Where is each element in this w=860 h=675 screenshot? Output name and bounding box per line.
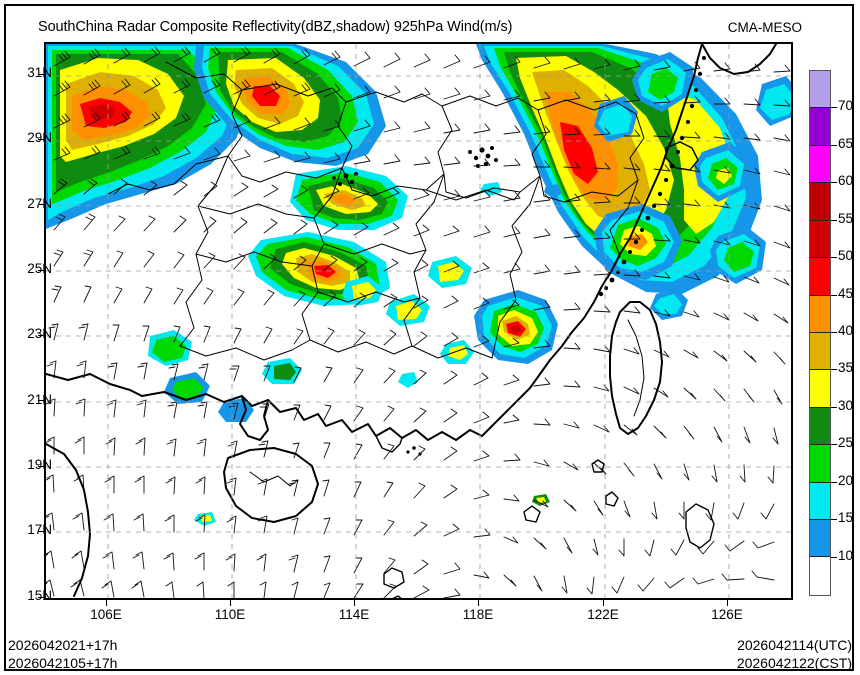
colorbar-segment [810, 370, 830, 408]
map-canvas [46, 44, 791, 598]
x-tick [727, 600, 728, 606]
colorbar-tick [831, 369, 837, 371]
colorbar-segment [810, 520, 830, 558]
colorbar-segment [810, 407, 830, 446]
colorbar-tick-label: 25 [838, 435, 854, 451]
x-tick [603, 600, 604, 606]
colorbar-tick [831, 519, 837, 521]
footer-init-utc: 2026042021+17h [8, 637, 118, 653]
y-tick-label: 29N [27, 130, 52, 145]
map-plot-area[interactable] [44, 42, 793, 600]
coastline-layer [46, 44, 777, 598]
x-tick [354, 600, 355, 606]
colorbar-tick-label: 40 [838, 323, 854, 338]
colorbar-segment [810, 258, 830, 296]
model-tag: CMA-MESO [727, 20, 802, 35]
colorbar-tick [831, 182, 837, 184]
colorbar-tick-label: 30 [838, 397, 854, 413]
colorbar-segment [810, 145, 830, 184]
y-tick [38, 74, 44, 75]
outer-border [4, 4, 854, 671]
x-tick-label: 122E [587, 607, 619, 622]
y-tick-label: 17N [27, 522, 52, 537]
colorbar-tick [831, 107, 837, 109]
grid-layer [46, 44, 791, 598]
y-tick-label: 21N [27, 392, 52, 407]
colorbar-tick-label: 35 [838, 360, 854, 376]
y-tick-label: 19N [27, 457, 52, 472]
x-tick-label: 106E [90, 607, 122, 622]
footer-valid-cst: 2026042122(CST) [736, 655, 852, 671]
y-tick [38, 335, 44, 336]
y-tick-label: 15N [27, 588, 52, 603]
colorbar-tick-label: 50 [838, 248, 854, 264]
y-tick-label: 25N [27, 261, 52, 276]
colorbar-tick [831, 219, 837, 221]
reflectivity-colorbar[interactable] [809, 70, 831, 596]
y-tick [38, 597, 44, 598]
colorbar-segment [810, 108, 830, 146]
colorbar-tick [831, 406, 837, 408]
wind-barb-layer [46, 46, 791, 598]
colorbar-tick-label: 20 [838, 472, 854, 488]
colorbar-tick [831, 556, 837, 558]
page-title: SouthChina Radar Composite Reflectivity(… [38, 19, 513, 35]
colorbar-segment [810, 332, 830, 371]
colorbar-segment [810, 557, 830, 595]
colorbar-tick [831, 294, 837, 296]
colorbar-tick-label: 45 [838, 285, 854, 301]
y-tick [38, 400, 44, 401]
y-tick [38, 204, 44, 205]
x-tick [478, 600, 479, 606]
x-tick [230, 600, 231, 606]
x-tick-label: 126E [711, 607, 743, 622]
footer-valid-utc: 2026042114(UTC) [737, 637, 852, 653]
colorbar-segment [810, 295, 830, 333]
colorbar-tick-label: 65 [838, 135, 854, 151]
colorbar-segment [810, 71, 830, 109]
colorbar-tick-label: 55 [838, 210, 854, 226]
colorbar-tick [831, 257, 837, 259]
x-tick-label: 110E [214, 607, 246, 622]
y-tick [38, 270, 44, 271]
y-tick-label: 23N [27, 326, 52, 341]
y-tick [38, 531, 44, 532]
colorbar-tick [831, 481, 837, 483]
colorbar-tick [831, 444, 837, 446]
footer-init-cst: 2026042105+17h [8, 655, 118, 671]
colorbar-tick-label: 10 [838, 547, 854, 563]
y-tick-label: 27N [27, 196, 52, 211]
colorbar-segment [810, 482, 830, 521]
colorbar-segment [810, 445, 830, 483]
colorbar-segment [810, 183, 830, 221]
colorbar-tick [831, 332, 837, 333]
radar-map-svg [46, 44, 791, 598]
colorbar-tick-label: 70 [838, 98, 854, 114]
y-tick [38, 466, 44, 467]
x-tick-label: 114E [338, 607, 370, 622]
colorbar-tick-label: 15 [838, 510, 854, 526]
colorbar-tick-label: 60 [838, 173, 854, 189]
colorbar-segment [810, 220, 830, 259]
y-tick [38, 139, 44, 140]
x-tick [106, 600, 107, 606]
x-tick-label: 118E [462, 607, 494, 622]
colorbar-tick [831, 144, 837, 146]
y-tick-label: 31N [27, 65, 52, 80]
